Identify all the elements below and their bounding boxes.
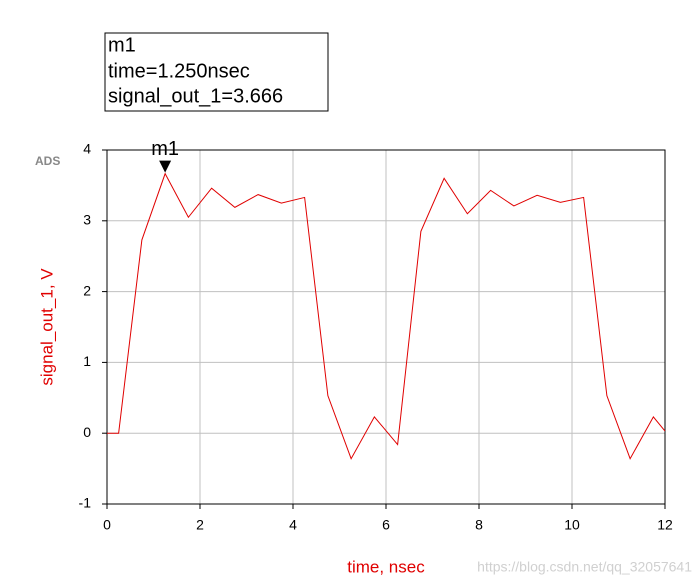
x-tick-label: 4 xyxy=(289,517,297,533)
y-tick-label: 2 xyxy=(83,282,91,298)
marker-box-line: time=1.250nsec xyxy=(108,60,250,82)
y-tick-label: 3 xyxy=(83,212,91,228)
x-tick-label: 12 xyxy=(657,517,673,533)
x-tick-label: 10 xyxy=(564,517,580,533)
marker-box-line: signal_out_1=3.666 xyxy=(108,85,283,107)
marker-box xyxy=(104,32,329,112)
logo: ADS xyxy=(35,154,60,168)
x-tick-label: 0 xyxy=(103,517,111,533)
x-axis-label: time, nsec xyxy=(347,557,425,576)
x-tick-label: 2 xyxy=(196,517,204,533)
marker-box-line: m1 xyxy=(108,34,136,56)
y-axis-label: signal_out_1, V xyxy=(37,268,56,386)
y-tick-label: 0 xyxy=(83,424,91,440)
y-tick-label: 1 xyxy=(83,353,91,369)
y-tick-label: -1 xyxy=(79,495,92,511)
y-tick-label: 4 xyxy=(83,141,91,157)
marker-label: m1 xyxy=(151,138,179,160)
x-tick-label: 8 xyxy=(475,517,483,533)
series-line xyxy=(107,172,666,460)
marker-triangle xyxy=(159,160,172,173)
watermark: https://blog.csdn.net/qq_32057641 xyxy=(477,559,692,575)
x-tick-label: 6 xyxy=(382,517,390,533)
plot-frame xyxy=(106,149,666,505)
